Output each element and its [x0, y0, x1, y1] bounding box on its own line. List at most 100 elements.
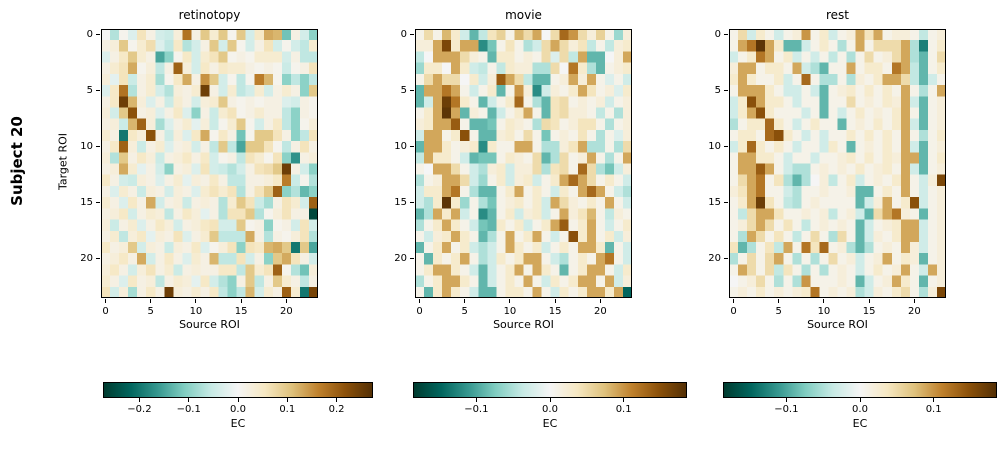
- colorbar-tick-mark: [623, 398, 625, 402]
- colorbar-tick-label: −0.1: [464, 404, 489, 415]
- x-tick-label: 5: [775, 306, 782, 317]
- x-tick-label: 10: [503, 306, 517, 317]
- colorbar-tick-mark: [237, 398, 239, 402]
- x-tick-label: 10: [189, 306, 203, 317]
- panel-title: movie: [505, 8, 542, 22]
- y-tick-label: 5: [714, 84, 721, 96]
- x-tick-mark: [823, 299, 825, 303]
- heatmap-retinotopy: [101, 29, 318, 298]
- y-tick-label: 5: [400, 84, 407, 96]
- y-axis-label: Target ROI: [56, 132, 70, 191]
- x-tick-mark: [419, 299, 421, 303]
- x-tick-label: 5: [461, 306, 468, 317]
- y-tick-mark: [410, 146, 414, 148]
- panel-title: rest: [825, 8, 849, 22]
- colorbar-tick-label: −0.1: [774, 404, 799, 415]
- x-tick-label: 15: [548, 306, 562, 317]
- heatmap-panel-rest: rest Source ROI: [729, 8, 946, 331]
- y-tick-mark: [410, 202, 414, 204]
- y-tick-mark: [410, 258, 414, 260]
- colorbar-tick-label: 0.2: [328, 404, 345, 415]
- y-tick-label: 20: [394, 252, 407, 264]
- x-tick-label: 15: [862, 306, 876, 317]
- x-tick-label: 0: [730, 306, 737, 317]
- x-tick-mark: [778, 299, 780, 303]
- colorbar-tick-label: 0.1: [279, 404, 296, 415]
- colorbar-tick-mark: [336, 398, 338, 402]
- y-tick-mark: [96, 34, 100, 36]
- x-tick-label: 20: [907, 306, 921, 317]
- y-tick-mark: [96, 258, 100, 260]
- y-tick-mark: [96, 146, 100, 148]
- y-tick-mark: [724, 34, 728, 36]
- x-tick-label: 15: [234, 306, 248, 317]
- y-tick-label: 5: [86, 84, 93, 96]
- colorbar-tick-label: 0.0: [542, 404, 558, 415]
- colorbar-label: EC: [852, 417, 868, 430]
- x-tick-mark: [464, 299, 466, 303]
- x-tick-mark: [150, 299, 152, 303]
- x-tick-mark: [868, 299, 870, 303]
- x-axis-label: Source ROI: [179, 318, 240, 331]
- x-tick-mark: [733, 299, 735, 303]
- y-tick-mark: [724, 202, 728, 204]
- colorbar-tick-mark: [286, 398, 288, 402]
- y-tick-mark: [724, 146, 728, 148]
- colorbar-tick-label: 0.1: [925, 404, 942, 415]
- colorbar-retinotopy: [103, 382, 373, 398]
- colorbar-tick-mark: [933, 398, 935, 402]
- colorbar-tick-label: −0.1: [176, 404, 201, 415]
- x-tick-mark: [285, 299, 287, 303]
- colorbar-tick-mark: [785, 398, 787, 402]
- colorbar-tick-mark: [188, 398, 190, 402]
- colorbar-tick-mark: [475, 398, 477, 402]
- heatmap-panel-retinotopy: retinotopy Source ROI: [101, 8, 318, 331]
- subject-row-label: Subject 20: [8, 116, 26, 206]
- y-tick-label: 0: [86, 28, 93, 40]
- colorbar-label: EC: [230, 417, 246, 430]
- y-tick-mark: [724, 258, 728, 260]
- x-tick-mark: [195, 299, 197, 303]
- colorbar-tick-mark: [549, 398, 551, 402]
- colorbar-tick-label: 0.0: [230, 404, 246, 415]
- x-tick-mark: [599, 299, 601, 303]
- x-tick-label: 5: [147, 306, 154, 317]
- colorbar-rest: [723, 382, 997, 398]
- heatmap-movie: [415, 29, 632, 298]
- colorbar-label: EC: [542, 417, 558, 430]
- y-tick-label: 15: [80, 196, 93, 208]
- x-axis-label: Source ROI: [807, 318, 868, 331]
- y-tick-mark: [96, 90, 100, 92]
- colorbar-tick-label: −0.2: [127, 404, 152, 415]
- colorbar-tick-label: 0.1: [615, 404, 632, 415]
- y-tick-label: 0: [400, 28, 407, 40]
- y-tick-label: 15: [394, 196, 407, 208]
- x-tick-mark: [913, 299, 915, 303]
- x-axis-label: Source ROI: [493, 318, 554, 331]
- panel-title: retinotopy: [178, 8, 241, 22]
- x-tick-label: 0: [102, 306, 109, 317]
- x-tick-mark: [240, 299, 242, 303]
- y-tick-label: 20: [708, 252, 721, 264]
- y-tick-label: 10: [80, 140, 93, 152]
- y-tick-mark: [724, 90, 728, 92]
- x-tick-mark: [509, 299, 511, 303]
- y-tick-label: 10: [708, 140, 721, 152]
- x-tick-label: 10: [817, 306, 831, 317]
- x-tick-mark: [105, 299, 107, 303]
- colorbar-tick-mark: [138, 398, 140, 402]
- colorbar-tick-label: 0.0: [852, 404, 868, 415]
- y-tick-mark: [96, 202, 100, 204]
- x-tick-label: 20: [593, 306, 607, 317]
- y-tick-label: 0: [714, 28, 721, 40]
- y-tick-mark: [410, 34, 414, 36]
- x-tick-label: 20: [279, 306, 293, 317]
- x-tick-mark: [554, 299, 556, 303]
- heatmap-rest: [729, 29, 946, 298]
- heatmap-panel-movie: movie Source ROI: [415, 8, 632, 331]
- y-tick-label: 10: [394, 140, 407, 152]
- x-tick-label: 0: [416, 306, 423, 317]
- y-tick-mark: [410, 90, 414, 92]
- y-tick-label: 20: [80, 252, 93, 264]
